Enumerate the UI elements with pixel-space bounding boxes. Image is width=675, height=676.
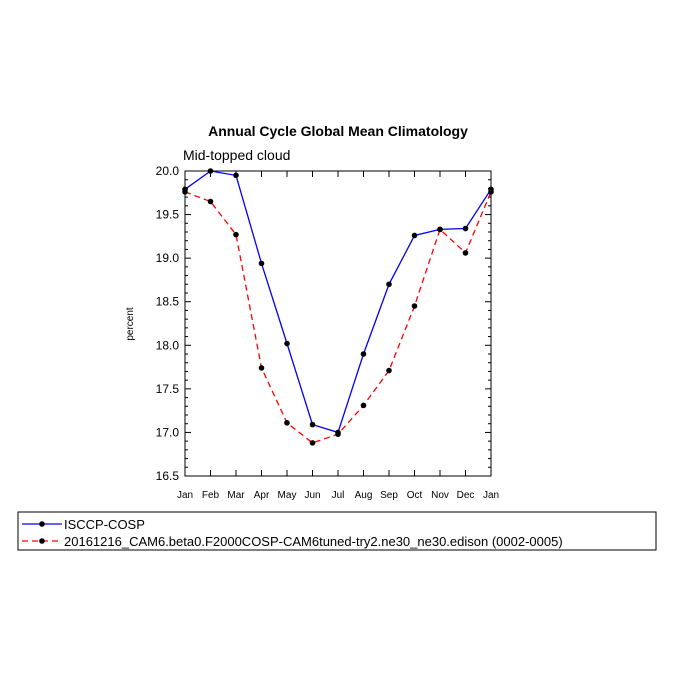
y-tick-label: 17.0 [156,425,180,439]
series-line-1 [184,170,492,434]
data-point [411,232,418,239]
data-point [207,198,214,205]
y-tick-label: 16.5 [156,469,180,483]
data-point [335,431,341,437]
legend-label-1: ISCCP-COSP [64,517,145,532]
data-point [309,440,316,446]
x-tick-label: Jan [177,490,193,501]
data-point [258,260,265,267]
data-point [386,281,392,288]
x-tick-label: Apr [254,490,270,501]
data-point [284,340,290,347]
y-axis-label: percent [125,307,136,341]
y-tick-label: 18.0 [156,338,180,352]
x-tick-label: Jun [304,490,320,501]
x-tick-label: Dec [457,490,475,501]
data-point [462,225,469,232]
x-tick-label: Sep [380,490,398,501]
data-point [233,172,239,179]
axes: 16.5 17.0 17.5 18.0 18.5 19.0 19.5 20.0 Jan Feb Ma… [156,164,499,501]
data-point [182,189,188,195]
y-tick-label: 19.0 [156,251,180,265]
y-tick-label: 17.5 [156,382,180,396]
data-point [284,420,290,426]
x-tick-label: May [278,490,297,501]
legend-marker [39,521,45,527]
x-tick-label: Oct [407,490,423,501]
chart-subtitle: Mid-topped cloud [183,147,290,163]
series-group [182,168,494,446]
data-point [360,351,367,357]
legend-marker [39,538,45,544]
x-tick-label: Feb [202,490,220,501]
data-point [462,250,469,256]
data-point [309,421,316,428]
chart-title: Annual Cycle Global Mean Climatology [208,123,468,139]
data-point [437,226,443,233]
legend: ISCCP-COSP 20161216_CAM6.beta0.F2000COSP-… [22,517,563,549]
x-tick-label: Mar [227,490,245,501]
data-point [386,367,392,374]
data-point [488,189,494,195]
data-point [233,231,239,238]
data-point [258,365,265,371]
legend-box [17,511,657,551]
data-point [207,168,214,174]
x-tick-label: Jan [483,490,499,501]
data-point [360,402,367,409]
y-tick-label: 18.5 [156,295,180,309]
x-tick-label: Aug [355,490,373,501]
y-tick-label: 20.0 [156,164,180,178]
y-tick-label: 19.5 [156,208,180,222]
x-tick-label: Nov [431,490,449,501]
x-tick-label: Jul [332,490,345,501]
data-point [411,303,418,309]
legend-label-2: 20161216_CAM6.beta0.F2000COSP-CAM6tuned-… [64,534,563,549]
